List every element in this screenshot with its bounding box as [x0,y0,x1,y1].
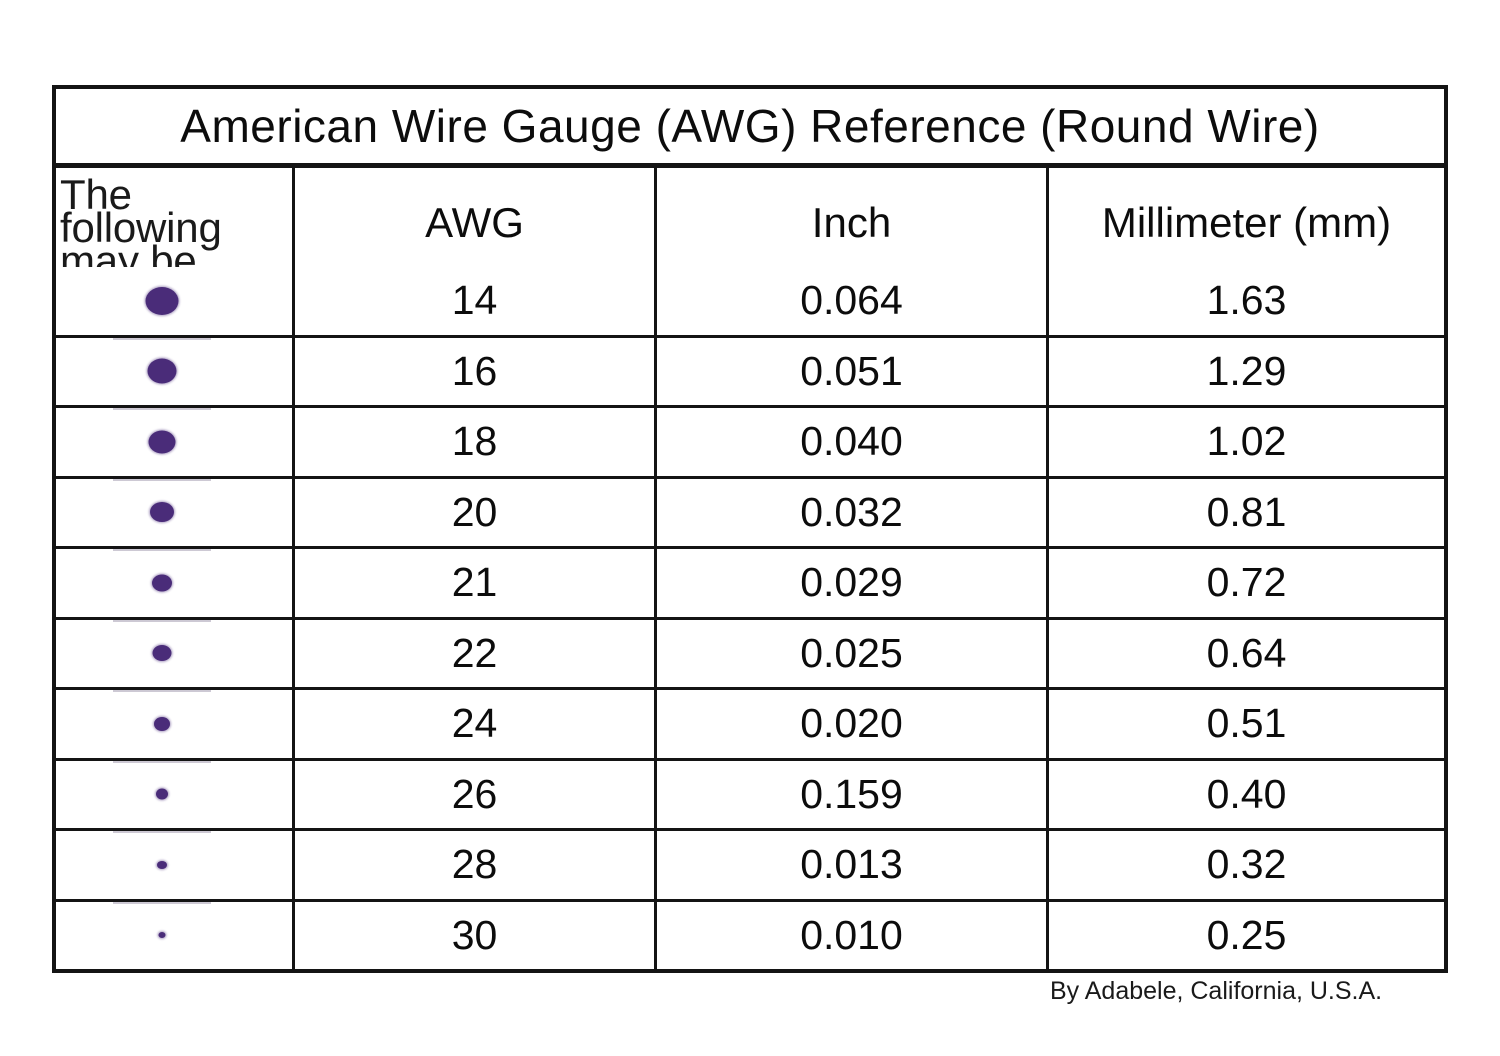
mm-cell: 0.51 [1206,700,1287,747]
wire-size-dot-cell [56,619,295,687]
scaling-note: The following may be enlarged and scaled… [56,168,295,267]
table-header-row: The following may be enlarged and scaled… [56,168,1444,267]
table-row: 26 0.159 0.40 [56,757,1444,828]
wire-dot-icon [145,286,179,315]
awg-reference-table: American Wire Gauge (AWG) Reference (Rou… [52,85,1448,973]
row-separator-highlight [113,831,212,833]
wire-dot-icon [157,860,168,869]
wire-size-dot-cell [56,337,295,405]
mm-cell: 0.40 [1206,770,1287,817]
awg-cell: 24 [295,690,657,758]
inch-cell: 0.025 [657,619,1049,687]
awg-cell: 14 [295,267,657,335]
wire-size-dot-cell [56,901,295,969]
wire-dot-icon [154,716,171,731]
table-row: 22 0.025 0.64 [56,616,1444,687]
row-separator-highlight [113,408,212,410]
row-separator-highlight [113,549,212,551]
attribution-text: By Adabele, California, U.S.A. [1050,977,1383,1005]
awg-cell: 30 [295,901,657,969]
row-separator-highlight [113,760,212,763]
wire-size-dot-cell [56,760,295,828]
wire-size-dot-cell [56,408,295,476]
table-body: 14 0.064 1.63 16 0.051 1.29 18 0.0 [56,267,1444,969]
table-row: 21 0.029 0.72 [56,546,1444,617]
awg-cell: 20 [295,478,657,546]
wire-size-dot-cell [56,478,295,546]
mm-cell: 1.02 [1206,418,1287,465]
wire-dot-icon [158,932,166,939]
row-separator-highlight [113,690,212,692]
row-separator-highlight [113,619,212,622]
awg-cell: 28 [295,831,657,899]
column-header-inch: Inch [657,168,1049,267]
wire-dot-icon [148,430,176,454]
inch-cell: 0.020 [657,690,1049,758]
mm-cell: 0.72 [1206,559,1287,606]
mm-cell: 1.63 [1206,277,1287,324]
wire-dot-icon [152,645,172,662]
table-row: 24 0.020 0.51 [56,687,1444,758]
wire-dot-icon [147,358,177,384]
column-header-awg: AWG [295,168,657,267]
table-row: 30 0.010 0.25 [56,898,1444,969]
awg-cell: 22 [295,619,657,687]
awg-cell: 18 [295,408,657,476]
table-row: 20 0.032 0.81 [56,475,1444,546]
inch-cell: 0.032 [657,478,1049,546]
awg-cell: 16 [295,337,657,405]
inch-cell: 0.159 [657,760,1049,828]
mm-cell: 0.32 [1206,841,1287,888]
table-row: 16 0.051 1.29 [56,334,1444,405]
inch-cell: 0.064 [657,267,1049,335]
wire-size-dot-cell [56,267,295,335]
inch-cell: 0.013 [657,831,1049,899]
awg-cell: 26 [295,760,657,828]
inch-cell: 0.040 [657,408,1049,476]
wire-size-dot-cell [56,690,295,758]
table-title: American Wire Gauge (AWG) Reference (Rou… [56,89,1444,168]
column-header-mm: Millimeter (mm) [1101,198,1392,246]
wire-dot-icon [156,788,169,800]
row-separator-highlight [113,478,212,481]
wire-dot-icon [152,574,173,592]
row-separator-highlight [113,337,212,340]
wire-size-dot-cell [56,831,295,899]
table-row: 28 0.013 0.32 [56,828,1444,899]
wire-size-dot-cell [56,549,295,617]
inch-cell: 0.010 [657,901,1049,969]
mm-cell: 0.25 [1206,911,1287,958]
inch-cell: 0.029 [657,549,1049,617]
mm-cell: 1.29 [1206,347,1287,394]
table-row: 18 0.040 1.02 [56,405,1444,476]
row-separator-highlight [113,901,212,904]
awg-cell: 21 [295,549,657,617]
inch-cell: 0.051 [657,337,1049,405]
mm-cell: 0.81 [1206,488,1287,535]
mm-cell: 0.64 [1206,629,1287,676]
wire-dot-icon [150,502,175,523]
table-row: 14 0.064 1.63 [56,267,1444,335]
